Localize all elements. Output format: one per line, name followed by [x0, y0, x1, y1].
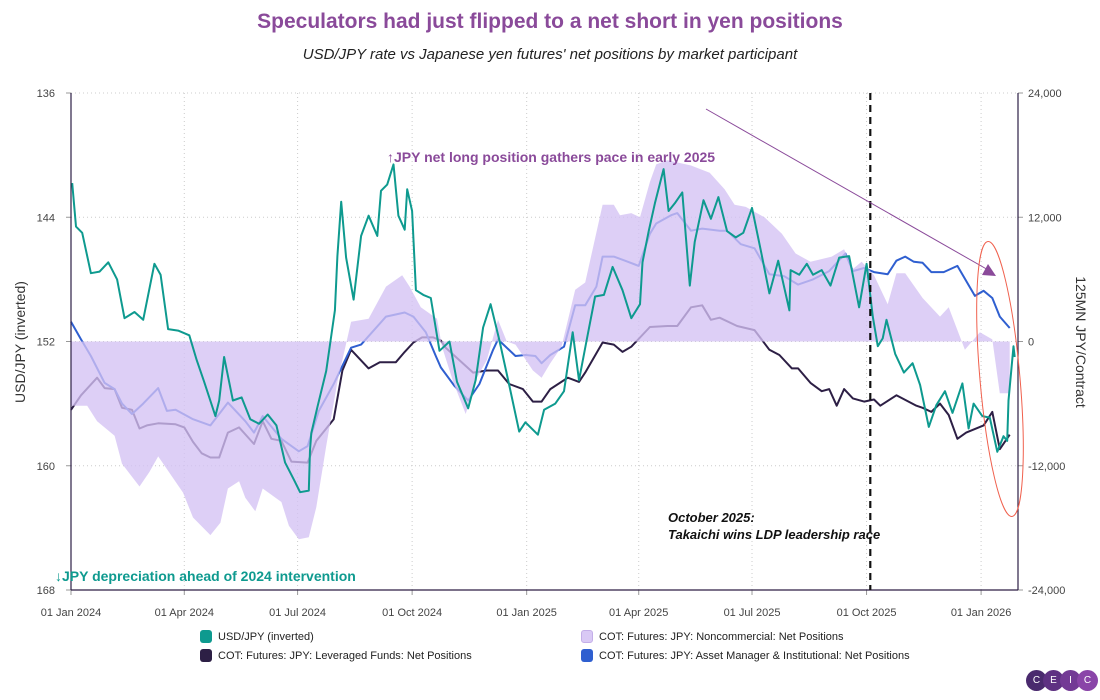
legend-label: COT: Futures: JPY: Noncommercial: Net Po… [599, 630, 844, 643]
legend-swatch [581, 630, 593, 643]
annotation-takaichi-line2: Takaichi wins LDP leadership race [668, 527, 880, 542]
right-tick-label: -24,000 [1028, 585, 1065, 597]
left-axis-title: USD/JPY (inverted) [12, 281, 28, 403]
left-tick-label: 160 [37, 461, 55, 473]
right-axis-title: 125MN JPY/Contract [1073, 276, 1089, 408]
annotation-jpy-depreciation: ↓JPY depreciation ahead of 2024 interven… [55, 568, 356, 584]
trend-arrow-line [705, 108, 991, 272]
chart-title: Speculators had just flipped to a net sh… [257, 10, 843, 33]
logo-letter: E [1043, 670, 1064, 691]
left-tick-label: 168 [37, 585, 55, 597]
right-tick-label: 24,000 [1028, 88, 1062, 100]
usdjpy-line [71, 163, 1016, 494]
right-tick-label: 12,000 [1028, 212, 1062, 224]
ceic-logo: C E I C [1026, 670, 1098, 691]
x-tick-label: 01 Jan 2024 [41, 607, 102, 619]
x-tick-label: 01 Oct 2025 [837, 607, 897, 619]
left-tick-label: 144 [37, 212, 55, 224]
x-tick-label: 01 Oct 2024 [382, 607, 442, 619]
trend-arrow-head-icon [982, 264, 996, 276]
legend-swatch [200, 649, 212, 662]
x-tick-label: 01 Apr 2024 [155, 607, 214, 619]
x-tick-label: 01 Jul 2024 [269, 607, 326, 619]
legend-item-usdjpy[interactable]: USD/JPY (inverted) [200, 630, 314, 643]
noncommercial-area [71, 160, 1010, 540]
left-tick-label: 136 [37, 88, 55, 100]
legend-item-leveraged[interactable]: COT: Futures: JPY: Leveraged Funds: Net … [200, 649, 472, 662]
legend-label: COT: Futures: JPY: Leveraged Funds: Net … [218, 649, 472, 662]
x-tick-label: 01 Jul 2025 [724, 607, 781, 619]
legend-item-noncommercial[interactable]: COT: Futures: JPY: Noncommercial: Net Po… [581, 630, 844, 643]
chart-subtitle: USD/JPY rate vs Japanese yen futures' ne… [302, 46, 798, 63]
annotation-jpy-long: ↑JPY net long position gathers pace in e… [387, 149, 715, 165]
x-tick-label: 01 Apr 2025 [609, 607, 668, 619]
right-tick-label: -12,000 [1028, 461, 1065, 473]
right-tick-label: 0 [1028, 337, 1034, 349]
legend-swatch [200, 630, 212, 643]
x-tick-label: 01 Jan 2025 [496, 607, 557, 619]
legend-label: USD/JPY (inverted) [218, 630, 314, 643]
legend-label: COT: Futures: JPY: Asset Manager & Insti… [599, 649, 910, 662]
annotation-takaichi-line1: October 2025: [668, 510, 755, 525]
logo-letter: C [1026, 670, 1047, 691]
left-tick-label: 152 [37, 337, 55, 349]
legend-swatch [581, 649, 593, 662]
logo-letter: C [1077, 670, 1098, 691]
legend-item-asset-manager[interactable]: COT: Futures: JPY: Asset Manager & Insti… [581, 649, 910, 662]
logo-letter: I [1060, 670, 1081, 691]
highlight-ellipse [976, 241, 1024, 517]
x-tick-label: 01 Jan 2026 [951, 607, 1012, 619]
